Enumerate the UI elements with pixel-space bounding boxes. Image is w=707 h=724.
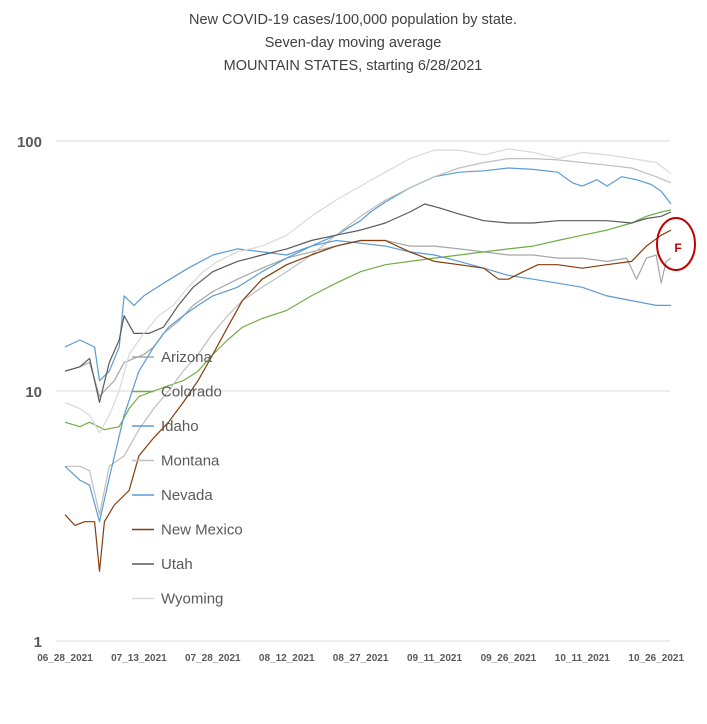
y-tick-label-10: 10 [25, 384, 42, 401]
annotation: F [656, 217, 696, 271]
x-tick-label-08_27_2021: 08_27_2021 [333, 653, 389, 664]
x-tick-label-09_26_2021: 09_26_2021 [481, 653, 537, 664]
legend-label-idaho: Idaho [161, 418, 199, 435]
gridlines [56, 140, 670, 642]
x-tick-label-06_28_2021: 06_28_2021 [37, 653, 93, 664]
x-tick-label-07_28_2021: 07_28_2021 [185, 653, 241, 664]
x-tick-label-10_26_2021: 10_26_2021 [628, 653, 684, 664]
y-tick-label-100: 100 [17, 134, 42, 151]
series-lines [64, 148, 672, 572]
legend: Arizona Colorado Idaho Montana Nevada New Mex… [132, 349, 243, 608]
series-line-montana [65, 158, 672, 516]
legend-label-utah: Utah [161, 556, 193, 573]
x-tick-label-08_12_2021: 08_12_2021 [259, 653, 315, 664]
legend-label-arizona: Arizona [161, 349, 213, 366]
y-tick-label-1: 1 [34, 634, 42, 651]
chart-title-line-3: MOUNTAIN STATES, starting 6/28/2021 [224, 58, 483, 74]
series-line-nevada [64, 239, 671, 523]
x-tick-label-10_11_2021: 10_11_2021 [555, 653, 611, 664]
x-axis-ticks: 06_28_2021 07_13_2021 07_28_2021 08_12_2021… [37, 653, 684, 664]
legend-label-colorado: Colorado [161, 384, 222, 401]
x-tick-label-07_13_2021: 07_13_2021 [111, 653, 167, 664]
legend-label-montana: Montana [161, 453, 220, 470]
series-line-utah [64, 203, 672, 403]
annotation-label: F [674, 241, 681, 255]
x-tick-label-09_11_2021: 09_11_2021 [407, 653, 463, 664]
series-line-idaho [64, 167, 672, 382]
legend-label-wyoming: Wyoming [161, 591, 223, 608]
legend-label-nevada: Nevada [161, 487, 213, 504]
y-axis-ticks: 1 10 100 [17, 134, 42, 651]
legend-label-new-mexico: New Mexico [161, 522, 243, 539]
chart-title: New COVID-19 cases/100,000 population by… [189, 12, 517, 74]
series-line-colorado [64, 209, 672, 431]
chart-title-line-1: New COVID-19 cases/100,000 population by… [189, 12, 517, 28]
annotation-circle [656, 217, 696, 271]
series-line-wyoming [64, 148, 672, 434]
chart-title-line-2: Seven-day moving average [265, 35, 442, 51]
series-line-new-mexico [64, 229, 672, 572]
